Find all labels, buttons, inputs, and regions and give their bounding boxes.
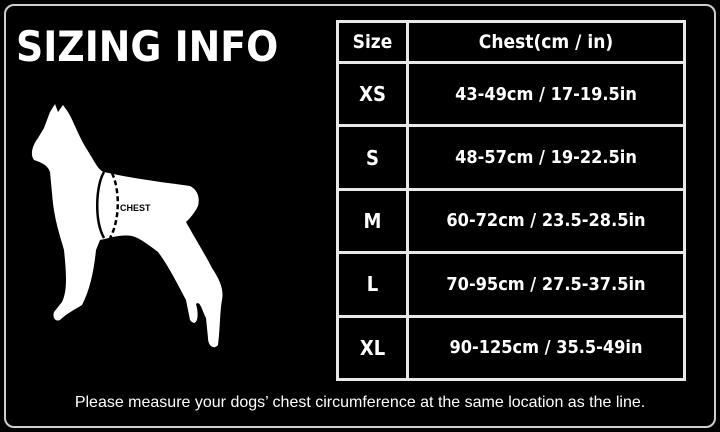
size-cell: L [336,251,409,318]
size-cell: XL [336,314,409,382]
size-cell: S [336,124,409,191]
card-frame [4,4,716,428]
header-size: Size [336,20,409,64]
size-chart-table: Size Chest(cm / in) XS 43-49cm / 17-19.5… [336,20,686,382]
chest-line-solid [96,171,106,239]
size-cell: XS [336,60,409,128]
table-row: L 70-95cm / 27.5-37.5in [336,251,686,318]
header-chest: Chest(cm / in) [406,20,686,64]
chest-cell: 60-72cm / 23.5-28.5in [406,187,686,255]
chest-cell: 43-49cm / 17-19.5in [406,60,686,128]
chest-cell: 90-125cm / 35.5-49in [406,314,686,382]
chest-cell: 70-95cm / 27.5-37.5in [406,251,686,318]
table-row: S 48-57cm / 19-22.5in [336,124,686,191]
chest-cell: 48-57cm / 19-22.5in [406,124,686,191]
table-row: XS 43-49cm / 17-19.5in [336,60,686,128]
measurement-note: Please measure your dogs’ chest circumfe… [74,394,646,411]
dog-silhouette-diagram: CHEST [31,104,223,348]
table-row: M 60-72cm / 23.5-28.5in [336,187,686,255]
page-title: SIZING INFO [16,22,279,71]
table-row: XL 90-125cm / 35.5-49in [336,314,686,382]
chest-label: CHEST [120,203,151,213]
chest-line-dashed [108,172,120,239]
table-header-row: Size Chest(cm / in) [336,20,686,64]
size-cell: M [336,187,409,255]
dog-silhouette [31,104,223,348]
